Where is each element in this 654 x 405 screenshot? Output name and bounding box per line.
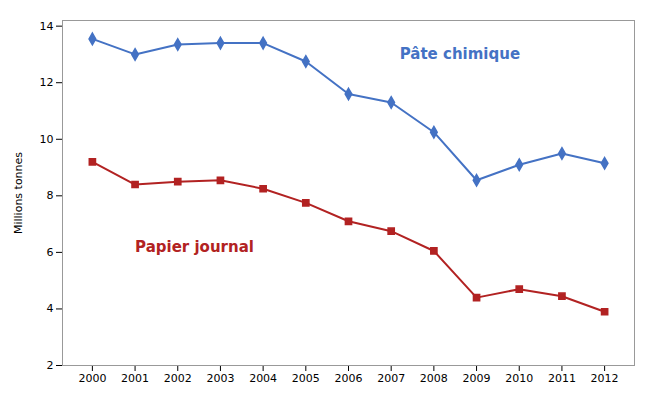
svg-text:2005: 2005 (292, 372, 320, 385)
svg-text:2003: 2003 (206, 372, 234, 385)
svg-text:8: 8 (47, 189, 54, 202)
svg-text:2004: 2004 (249, 372, 277, 385)
svg-text:10: 10 (40, 133, 54, 146)
svg-text:2000: 2000 (78, 372, 106, 385)
svg-text:2006: 2006 (335, 372, 363, 385)
svg-text:Millions tonnes: Millions tonnes (12, 152, 25, 234)
svg-text:Papier journal: Papier journal (135, 238, 254, 256)
svg-text:2008: 2008 (420, 372, 448, 385)
svg-text:2007: 2007 (377, 372, 405, 385)
svg-text:Pâte chimique: Pâte chimique (400, 45, 520, 63)
svg-text:2002: 2002 (164, 372, 192, 385)
svg-text:2009: 2009 (463, 372, 491, 385)
svg-text:12: 12 (40, 76, 54, 89)
svg-text:4: 4 (47, 302, 54, 315)
svg-text:6: 6 (47, 246, 54, 259)
svg-text:2001: 2001 (121, 372, 149, 385)
svg-text:2010: 2010 (505, 372, 533, 385)
svg-text:2011: 2011 (548, 372, 576, 385)
svg-text:2: 2 (47, 359, 54, 372)
svg-text:14: 14 (40, 20, 54, 33)
svg-text:2012: 2012 (591, 372, 619, 385)
